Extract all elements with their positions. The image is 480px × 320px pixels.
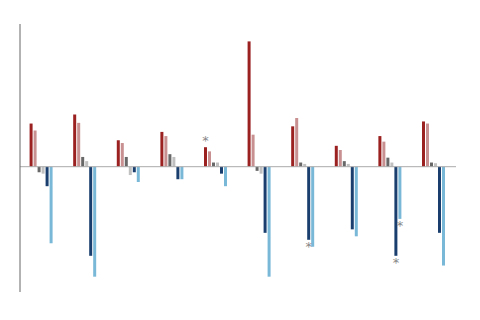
- svg-text:*: *: [393, 255, 400, 270]
- svg-text:*: *: [397, 218, 404, 233]
- svg-text:*: *: [305, 239, 312, 254]
- svg-text:*: *: [202, 133, 209, 148]
